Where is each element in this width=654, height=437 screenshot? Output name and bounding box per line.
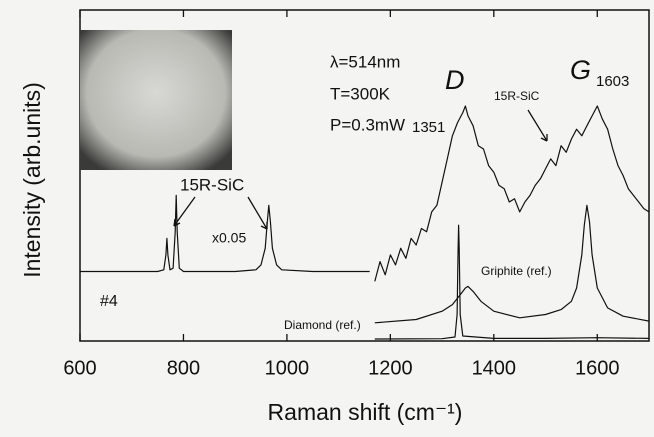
- annotation: 1351: [412, 119, 445, 136]
- x-tick-label: 1000: [265, 357, 310, 379]
- inset-photo: [80, 30, 232, 170]
- annotation: 15R-SiC: [494, 89, 540, 103]
- annotation: Diamond (ref.): [284, 318, 361, 332]
- x-tick-label: 1200: [368, 357, 413, 379]
- spectrum-line: [374, 204, 650, 324]
- annotation: λ=514nm: [330, 52, 400, 71]
- annotation: T=300K: [330, 84, 391, 103]
- annotation: #4: [100, 293, 118, 310]
- y-axis-label: Intensity (arb.units): [19, 82, 45, 278]
- x-tick-label: 1600: [575, 357, 620, 379]
- annotation: G: [570, 55, 591, 85]
- x-axis-label: Raman shift (cm⁻¹): [268, 399, 463, 425]
- x-tick-label: 800: [167, 357, 200, 379]
- annotation: 15R-SiC: [180, 175, 244, 194]
- x-tick-label: 600: [63, 357, 96, 379]
- annotation: Griphite (ref.): [481, 264, 552, 278]
- spectrum-line: [374, 105, 650, 282]
- annotation: P=0.3mW: [330, 115, 405, 134]
- spectrum-line: [374, 224, 650, 340]
- spectrum-line: [80, 194, 370, 273]
- x-tick-label: 1400: [472, 357, 517, 379]
- annotation: 1603: [596, 73, 629, 90]
- annotation: D: [445, 65, 465, 95]
- annotation: x0.05: [212, 230, 246, 246]
- plot-frame: [79, 9, 650, 342]
